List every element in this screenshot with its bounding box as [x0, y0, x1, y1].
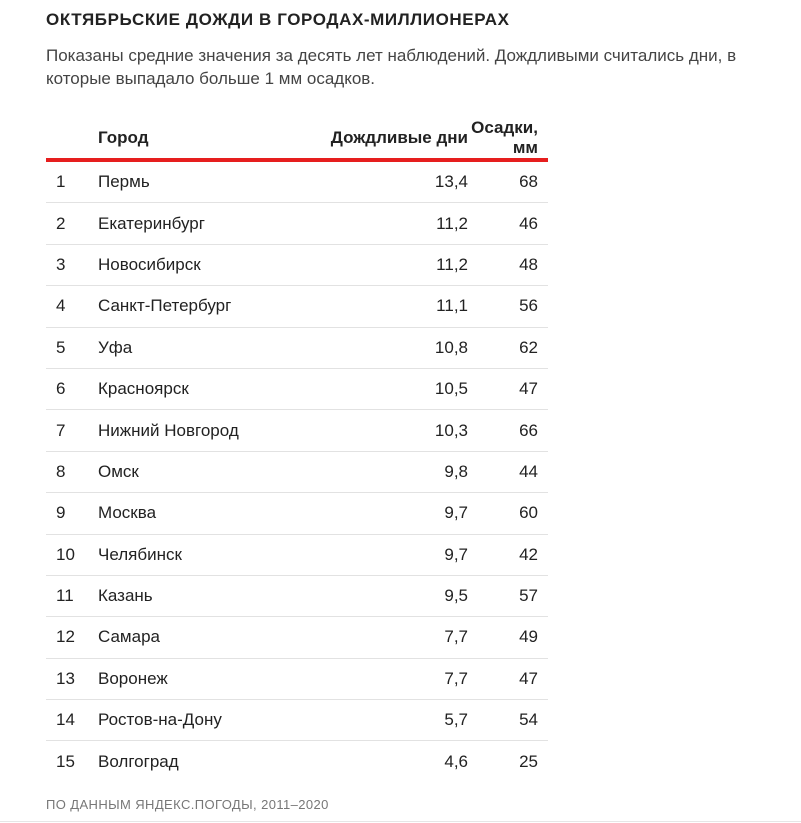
rainy-days-cell: 7,7	[444, 627, 468, 647]
rainy-days-cell: 9,7	[444, 544, 468, 564]
source-note: ПО ДАННЫМ ЯНДЕКС.ПОГОДЫ, 2011–2020	[46, 797, 329, 812]
city-cell: Екатеринбург	[98, 213, 205, 233]
rainy-days-cell: 11,2	[436, 254, 468, 274]
precipitation-cell: 47	[519, 668, 538, 688]
table-row: 3 Новосибирск 11,2 48	[46, 245, 548, 287]
table-row: 13 Воронеж 7,7 47	[46, 659, 548, 701]
table-header: Город Дождливые дни Осадки, мм	[46, 118, 548, 162]
rank-cell: 10	[56, 544, 75, 564]
city-cell: Уфа	[98, 337, 133, 357]
rainy-days-cell: 9,8	[444, 461, 468, 481]
precipitation-cell: 54	[519, 710, 538, 730]
rank-cell: 14	[56, 710, 75, 730]
table-row: 4 Санкт-Петербург 11,1 56	[46, 286, 548, 328]
rainy-days-cell: 9,5	[444, 586, 468, 606]
table-row: 5 Уфа 10,8 62	[46, 328, 548, 369]
rank-cell: 11	[56, 586, 74, 606]
city-cell: Омск	[98, 461, 139, 481]
city-cell: Казань	[98, 586, 153, 606]
rank-cell: 2	[56, 213, 66, 233]
table-row: 15 Волгоград 4,6 25	[46, 741, 548, 782]
precipitation-cell: 62	[519, 337, 538, 357]
rainy-days-cell: 13,4	[434, 172, 468, 192]
city-cell: Воронеж	[98, 668, 168, 688]
city-cell: Пермь	[98, 172, 150, 192]
city-cell: Ростов-на-Дону	[98, 710, 222, 730]
rainy-days-cell: 5,7	[444, 710, 468, 730]
precipitation-cell: 47	[519, 379, 538, 399]
table-row: 12 Самара 7,7 49	[46, 617, 548, 659]
precipitation-cell: 68	[519, 172, 538, 192]
city-cell: Красноярск	[98, 379, 189, 399]
rainy-days-cell: 11,1	[436, 296, 468, 316]
header-precipitation: Осадки, мм	[471, 118, 538, 157]
city-cell: Санкт-Петербург	[98, 296, 232, 316]
city-cell: Новосибирск	[98, 254, 201, 274]
table-row: 14 Ростов-на-Дону 5,7 54	[46, 700, 548, 742]
precipitation-cell: 48	[519, 254, 538, 274]
table-row: 1 Пермь 13,4 68	[46, 162, 548, 204]
rank-cell: 4	[56, 296, 66, 316]
table-row: 7 Нижний Новгород 10,3 66	[46, 410, 548, 452]
rainy-days-cell: 10,3	[434, 420, 468, 440]
rainy-days-cell: 10,8	[434, 337, 468, 357]
precipitation-cell: 44	[519, 461, 538, 481]
precipitation-cell: 46	[519, 213, 538, 233]
rank-cell: 3	[56, 254, 66, 274]
rank-cell: 8	[56, 461, 66, 481]
rank-cell: 13	[56, 668, 75, 688]
bottom-divider	[0, 821, 801, 822]
precipitation-cell: 25	[519, 752, 538, 772]
table-row: 9 Москва 9,7 60	[46, 493, 548, 535]
rank-cell: 9	[56, 503, 66, 523]
precipitation-cell: 60	[519, 503, 538, 523]
rank-cell: 7	[56, 420, 66, 440]
table-row: 2 Екатеринбург 11,2 46	[46, 203, 548, 245]
rainy-days-cell: 9,7	[444, 503, 468, 523]
precipitation-cell: 42	[519, 544, 538, 564]
city-cell: Нижний Новгород	[98, 420, 239, 440]
rainy-days-cell: 11,2	[436, 213, 468, 233]
precipitation-cell: 66	[519, 420, 538, 440]
table-row: 11 Казань 9,5 57	[46, 576, 548, 618]
table-row: 10 Челябинск 9,7 42	[46, 535, 548, 576]
table-body: 1 Пермь 13,4 68 2 Екатеринбург 11,2 46 3 Новосиби…	[46, 162, 548, 783]
header-city: Город	[98, 128, 149, 147]
rainy-days-cell: 10,5	[434, 379, 468, 399]
precipitation-cell: 57	[519, 586, 538, 606]
rank-cell: 6	[56, 379, 66, 399]
city-cell: Москва	[98, 503, 157, 523]
precipitation-cell: 56	[519, 296, 538, 316]
table-row: 6 Красноярск 10,5 47	[46, 369, 548, 411]
page-title: ОКТЯБРЬСКИЕ ДОЖДИ В ГОРОДАХ-МИЛЛИОНЕРАХ	[46, 10, 510, 29]
table-row: 8 Омск 9,8 44	[46, 452, 548, 494]
rank-cell: 5	[56, 337, 66, 357]
rainy-days-cell: 4,6	[444, 752, 468, 772]
rank-cell: 1	[56, 172, 66, 192]
city-cell: Волгоград	[98, 752, 179, 772]
rain-table: Город Дождливые дни Осадки, мм 1 Пермь 13,…	[46, 118, 548, 783]
city-cell: Челябинск	[98, 544, 182, 564]
city-cell: Самара	[98, 627, 160, 647]
rank-cell: 12	[56, 627, 75, 647]
rank-cell: 15	[56, 752, 75, 772]
precipitation-cell: 49	[519, 627, 538, 647]
header-rainy-days: Дождливые дни	[330, 128, 468, 147]
page-subtitle: Показаны средние значения за десять лет …	[46, 46, 737, 88]
rainy-days-cell: 7,7	[444, 668, 468, 688]
